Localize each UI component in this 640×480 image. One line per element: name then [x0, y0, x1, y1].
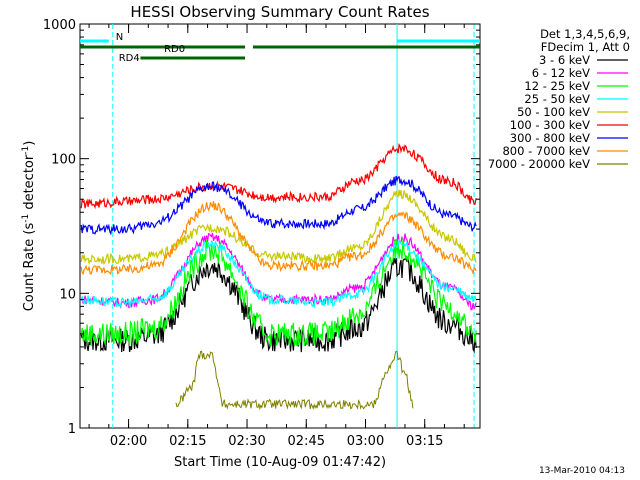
- series-line: [80, 142, 477, 210]
- legend: Det 1,3,4,5,6,9, FDecim 1, Att 0 3 - 6 k…: [488, 27, 630, 171]
- y-tick-label: 1: [68, 422, 76, 437]
- x-tick-label: 03:00: [347, 434, 384, 449]
- x-tick-label: 02:30: [228, 434, 265, 449]
- legend-entry-label: 7000 - 20000 keV: [488, 157, 590, 171]
- marker-lines: N RD0 RD4: [80, 24, 480, 428]
- legend-entry-label: 12 - 25 keV: [524, 79, 590, 93]
- legend-entry-label: 6 - 12 keV: [532, 66, 590, 80]
- y-axis-label: Count Rate (s-1 detector-1): [21, 141, 37, 312]
- y-label-sup1: -1: [21, 214, 31, 223]
- x-tick-label: 02:00: [110, 434, 147, 449]
- series-group: [80, 142, 477, 411]
- y-tick-label: 10: [59, 287, 76, 302]
- rd0-label: RD0: [164, 44, 185, 55]
- y-tick-label: 100: [51, 153, 76, 168]
- series-line: [80, 238, 477, 309]
- legend-entry-label: 50 - 100 keV: [517, 105, 590, 119]
- legend-entry-label: 25 - 50 keV: [524, 92, 590, 106]
- night-label: N: [116, 32, 123, 43]
- y-label-part2: detector: [22, 154, 37, 214]
- legend-entry-label: 300 - 800 keV: [510, 131, 590, 145]
- rd4-label: RD4: [119, 53, 140, 64]
- legend-entry-label: 800 - 7000 keV: [502, 144, 590, 158]
- y-label-part3: ): [22, 141, 37, 146]
- chart-title: HESSI Observing Summary Count Rates: [130, 3, 429, 21]
- x-tick-label: 02:15: [169, 434, 206, 449]
- series-line: [175, 350, 414, 411]
- series-line: [80, 255, 477, 354]
- legend-header-2: FDecim 1, Att 0: [541, 40, 630, 54]
- series-line: [80, 232, 477, 311]
- legend-entry-label: 100 - 300 keV: [510, 118, 590, 132]
- plot-frame: [79, 23, 481, 429]
- x-tick-label: 03:15: [406, 434, 443, 449]
- series-line: [80, 189, 477, 265]
- footer-timestamp: 13-Mar-2010 04:13: [539, 466, 625, 476]
- legend-header-1: Det 1,3,4,5,6,9,: [540, 27, 630, 41]
- y-label-part1: Count Rate (s: [22, 223, 37, 312]
- axis-ticks: 02:00 02:15 02:30 02:45 03:00 03:15 1 10 100 1000: [43, 18, 480, 449]
- y-label-sup2: -1: [21, 146, 31, 155]
- series-line: [80, 237, 477, 347]
- legend-entry-label: 3 - 6 keV: [539, 53, 590, 67]
- x-axis-label: Start Time (10-Aug-09 01:47:42): [174, 455, 386, 470]
- series-line: [80, 175, 477, 236]
- y-tick-label: 1000: [43, 18, 76, 33]
- series-line: [80, 201, 477, 276]
- x-tick-label: 02:45: [288, 434, 325, 449]
